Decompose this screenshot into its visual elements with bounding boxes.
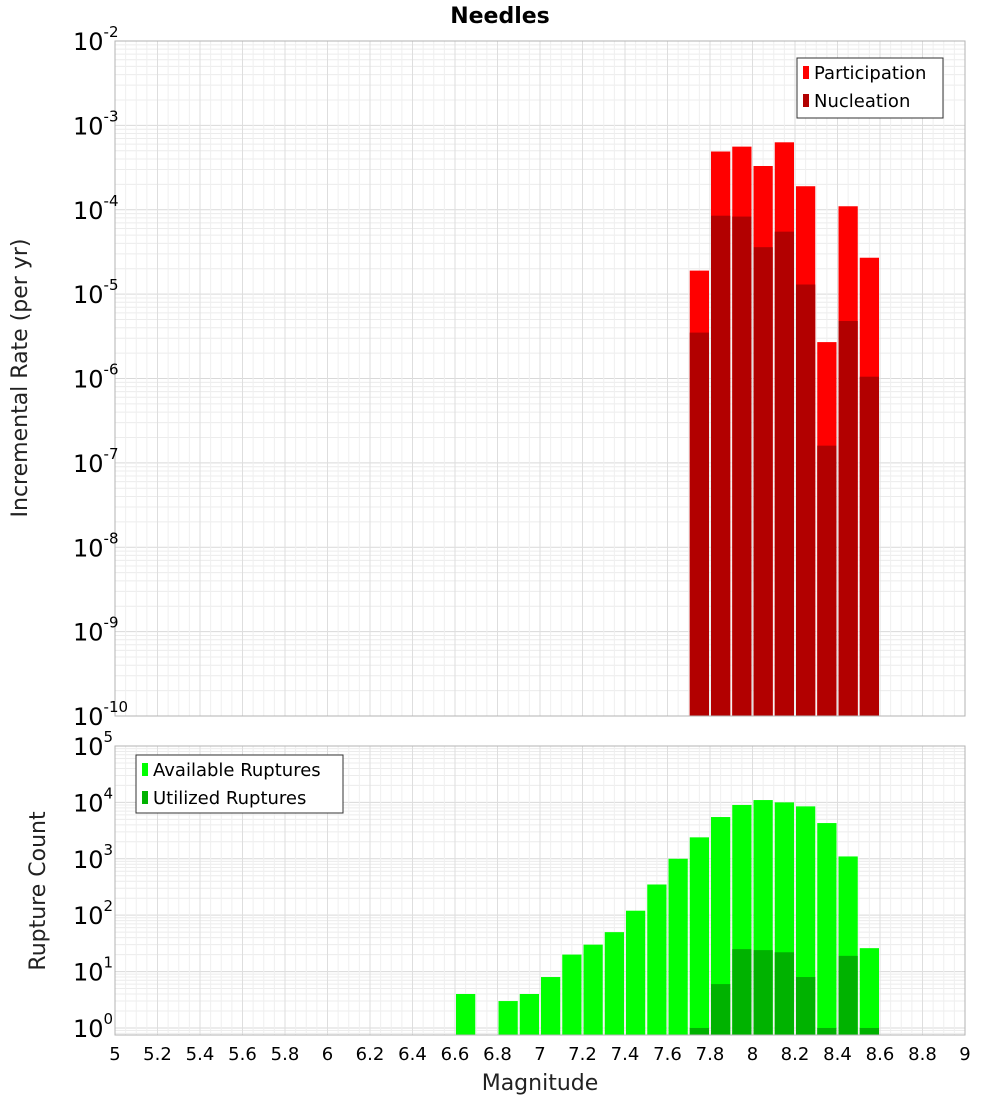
bar xyxy=(796,977,816,1035)
legend: Participation Nucleation xyxy=(796,57,944,119)
chart-title: Needles xyxy=(450,4,550,29)
y-tick-label: 10-3 xyxy=(73,107,119,140)
x-tick-label: 6.2 xyxy=(356,1044,385,1065)
x-tick-label: 8.2 xyxy=(781,1044,810,1065)
legend-swatch xyxy=(142,763,148,776)
y-tick-label: 10-9 xyxy=(73,614,119,647)
bar xyxy=(711,215,731,717)
bar xyxy=(647,884,667,1035)
bar xyxy=(668,858,688,1035)
bar xyxy=(796,284,816,716)
y-tick-label: 102 xyxy=(73,897,113,930)
x-tick-label: 6 xyxy=(322,1044,333,1065)
legend-label: Participation xyxy=(814,63,926,84)
x-tick-label: 5.8 xyxy=(271,1044,300,1065)
bar xyxy=(711,984,731,1035)
bar xyxy=(774,952,794,1035)
legend-swatch xyxy=(142,791,148,804)
bar xyxy=(859,948,879,1035)
bar xyxy=(817,1027,837,1035)
y-tick-label: 10-4 xyxy=(73,192,119,225)
series-utilized-ruptures xyxy=(689,949,879,1035)
x-tick-label: 5.4 xyxy=(186,1044,215,1065)
bar xyxy=(626,910,646,1035)
x-tick-label: 7.8 xyxy=(696,1044,725,1065)
x-tick-label: 7.2 xyxy=(568,1044,597,1065)
bottom-y-axis-label: Rupture Count xyxy=(26,811,51,971)
bar xyxy=(604,932,624,1035)
y-tick-label: 10-6 xyxy=(73,361,119,394)
x-tick-label: 8.4 xyxy=(823,1044,852,1065)
legend-label: Nucleation xyxy=(814,91,910,112)
y-tick-label: 10-5 xyxy=(73,276,119,309)
panel-rates: 10-10 10-9 10-8 10-7 10-6 10-5 10-4 10-3 10-2 Par… xyxy=(73,23,966,731)
bar xyxy=(817,445,837,716)
x-tick-label: 5 xyxy=(109,1044,120,1065)
x-tick-label: 6.4 xyxy=(398,1044,427,1065)
x-tick-labels: 5 5.2 5.4 5.6 5.8 6 6.2 6.4 6.6 6.8 7 7.2 7.4 7.6 7.8 8… xyxy=(109,1044,970,1065)
bar xyxy=(753,950,773,1035)
grid xyxy=(114,41,966,717)
bar xyxy=(753,247,773,716)
series-nucleation xyxy=(689,215,879,717)
x-tick-label: 6.8 xyxy=(483,1044,512,1065)
y-tick-label: 105 xyxy=(73,728,113,761)
bar xyxy=(583,944,603,1035)
y-tick-label: 10-8 xyxy=(73,529,119,562)
panel-counts: 100 101 102 103 104 105 5 5.2 5.4 5.6 5.8 6 6.2 6.4 6.… xyxy=(73,728,971,1065)
x-tick-label: 5.2 xyxy=(143,1044,172,1065)
y-tick-label: 104 xyxy=(73,784,113,817)
bar xyxy=(689,1027,709,1035)
bar xyxy=(838,321,858,716)
x-tick-label: 7.4 xyxy=(611,1044,640,1065)
x-tick-label: 7 xyxy=(534,1044,545,1065)
bar xyxy=(711,817,731,1035)
x-tick-label: 9 xyxy=(959,1044,970,1065)
bar xyxy=(838,955,858,1035)
bar xyxy=(519,994,539,1035)
legend-box xyxy=(796,57,944,119)
bar xyxy=(562,954,582,1035)
bar xyxy=(817,823,837,1035)
plot-border xyxy=(114,745,966,1036)
y-tick-labels: 100 101 102 103 104 105 xyxy=(73,728,113,1043)
x-tick-label: 7.6 xyxy=(653,1044,682,1065)
top-y-axis-label: Incremental Rate (per yr) xyxy=(8,239,33,518)
x-tick-label: 8.6 xyxy=(866,1044,895,1065)
x-axis-label: Magnitude xyxy=(482,1071,599,1096)
bar xyxy=(732,949,752,1035)
y-tick-label: 10-10 xyxy=(73,698,128,731)
legend: Available Ruptures Utilized Ruptures xyxy=(135,754,344,814)
y-tick-labels: 10-10 10-9 10-8 10-7 10-6 10-5 10-4 10-3 10-2 xyxy=(73,23,128,731)
x-tick-label: 5.6 xyxy=(228,1044,257,1065)
legend-box xyxy=(135,754,344,814)
bar xyxy=(456,994,476,1035)
plot-border xyxy=(114,40,966,717)
bar xyxy=(541,977,561,1035)
bar xyxy=(689,837,709,1035)
legend-label: Utilized Ruptures xyxy=(153,788,306,809)
bar xyxy=(498,1001,518,1035)
y-tick-label: 100 xyxy=(73,1010,113,1043)
x-tick-label: 8.8 xyxy=(908,1044,937,1065)
y-tick-label: 103 xyxy=(73,841,113,874)
bar xyxy=(689,332,709,716)
y-tick-label: 10-7 xyxy=(73,445,119,478)
legend-swatch xyxy=(803,94,809,107)
y-tick-label: 101 xyxy=(73,954,113,987)
bar xyxy=(732,216,752,716)
legend-label: Available Ruptures xyxy=(153,760,321,781)
bar xyxy=(859,1027,879,1035)
legend-swatch xyxy=(803,66,809,79)
y-tick-label: 10-2 xyxy=(73,23,119,56)
bar xyxy=(774,231,794,716)
x-tick-label: 8 xyxy=(747,1044,758,1065)
x-tick-label: 6.6 xyxy=(441,1044,470,1065)
bar xyxy=(859,376,879,716)
